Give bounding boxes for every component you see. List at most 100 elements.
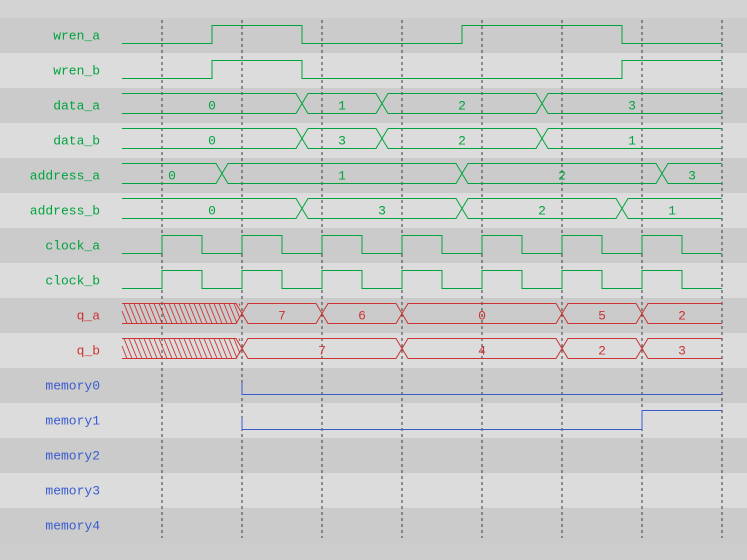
unknown-hatch [218, 338, 228, 359]
bus-rail [122, 163, 722, 184]
unknown-hatch [193, 303, 203, 324]
unknown-hatch [188, 303, 198, 324]
bus-value: 2 [598, 344, 606, 359]
unknown-hatch [183, 303, 193, 324]
unknown-hatch [158, 338, 168, 359]
binary-trace [122, 270, 722, 289]
signal-label-memory3[interactable]: memory3 [45, 484, 100, 499]
signal-label-clock_b[interactable]: clock_b [45, 274, 100, 289]
unknown-hatch [121, 310, 128, 324]
unknown-hatch [148, 338, 158, 359]
wave-q_b: 7 4 2 3 [121, 338, 722, 359]
unknown-hatch [168, 303, 178, 324]
unknown-hatch [153, 338, 163, 359]
signal-label-wren_a[interactable]: wren_a [53, 29, 100, 44]
unknown-hatch [208, 338, 218, 359]
wave-wren_a [122, 25, 722, 44]
bus-value: 2 [558, 169, 566, 184]
unknown-hatch [173, 338, 183, 359]
bus-value: 2 [458, 99, 466, 114]
unknown-hatch [133, 303, 143, 324]
reg-trace [241, 382, 722, 395]
bus-rail [122, 338, 722, 359]
signal-label-memory0[interactable]: memory0 [45, 379, 100, 394]
signal-label-memory1[interactable]: memory1 [45, 414, 100, 429]
bus-value: 3 [628, 99, 636, 114]
row-band [0, 508, 747, 543]
row-band [0, 473, 747, 508]
unknown-hatch [178, 338, 188, 359]
row-band [0, 228, 747, 263]
unknown-hatch [163, 303, 173, 324]
wave-memory0 [241, 382, 722, 395]
bus-value: 7 [278, 309, 286, 324]
row-band [0, 403, 747, 438]
signal-label-wren_b[interactable]: wren_b [53, 64, 100, 79]
wave-memory1 [241, 410, 722, 430]
signal-label-q_b[interactable]: q_b [77, 344, 100, 359]
bus-value: 2 [458, 134, 466, 149]
bus-value: 2 [678, 309, 686, 324]
bus-rail [122, 303, 722, 324]
unknown-hatch [123, 338, 133, 359]
signal-label-q_a[interactable]: q_a [77, 309, 101, 324]
unknown-hatch [138, 303, 148, 324]
unknown-hatch [123, 303, 133, 324]
unknown-hatch [178, 303, 188, 324]
signal-label-address_a[interactable]: address_a [30, 169, 100, 184]
unknown-hatch [213, 338, 223, 359]
signal-label-address_b[interactable]: address_b [30, 204, 100, 219]
unknown-hatch [228, 303, 238, 324]
bus-value: 0 [478, 309, 486, 324]
unknown-hatch [193, 338, 203, 359]
row-band [0, 438, 747, 473]
signal-label-memory2[interactable]: memory2 [45, 449, 100, 464]
bus-value: 1 [668, 204, 676, 219]
bus-value: 0 [208, 134, 216, 149]
signal-label-clock_a[interactable]: clock_a [45, 239, 100, 254]
unknown-hatch [138, 338, 148, 359]
unknown-hatch [238, 303, 241, 307]
signal-label-data_b[interactable]: data_b [53, 134, 100, 149]
bus-value: 1 [628, 134, 636, 149]
bus-value: 3 [338, 134, 346, 149]
unknown-hatch [188, 338, 198, 359]
unknown-hatch [121, 345, 128, 359]
unknown-hatch [128, 303, 138, 324]
unknown-hatch [153, 303, 163, 324]
unknown-hatch [198, 303, 208, 324]
wave-wren_b [122, 60, 722, 79]
binary-trace [122, 60, 722, 79]
unknown-hatch [223, 338, 233, 359]
bus-value: 5 [598, 309, 606, 324]
signal-label-memory4[interactable]: memory4 [45, 519, 100, 534]
unknown-hatch [173, 303, 183, 324]
top-strip [0, 0, 747, 18]
unknown-hatch [163, 338, 173, 359]
wave-data_b: 0 3 2 1 [122, 128, 722, 149]
bus-value: 3 [688, 169, 696, 184]
unknown-hatch [168, 338, 178, 359]
row-band [0, 263, 747, 298]
wave-clock_a [122, 235, 722, 254]
bus-value: 0 [208, 204, 216, 219]
bus-value: 2 [538, 204, 546, 219]
bus-value: 4 [478, 344, 486, 359]
binary-trace [122, 25, 722, 44]
unknown-hatch [228, 338, 238, 359]
wave-address_a: 0 1 2 3 [122, 163, 722, 184]
unknown-hatch [223, 303, 233, 324]
wave-address_b: 0 3 2 1 [122, 198, 722, 219]
row-band [0, 18, 747, 53]
wave-q_a: 7 6 0 5 2 [121, 303, 722, 324]
row-band [0, 53, 747, 88]
wave-data_a: 0 1 2 3 [122, 93, 722, 114]
signal-label-data_a[interactable]: data_a [53, 99, 100, 114]
bus-value: 6 [358, 309, 366, 324]
binary-trace [122, 235, 722, 254]
unknown-hatch [143, 303, 153, 324]
unknown-hatch [218, 303, 228, 324]
bus-value: 3 [678, 344, 686, 359]
